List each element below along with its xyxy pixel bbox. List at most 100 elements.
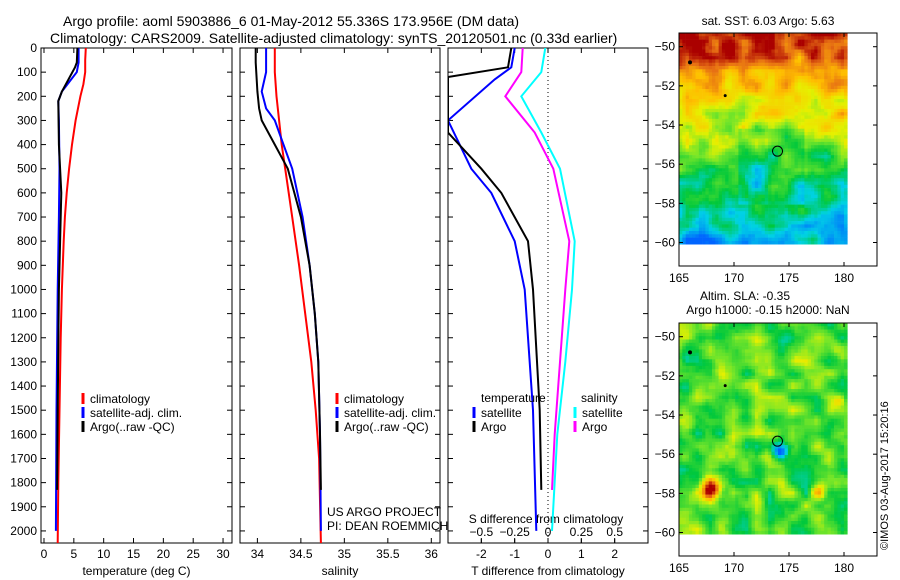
map-cell <box>679 207 683 212</box>
map-cell <box>751 128 756 133</box>
map-cell <box>712 128 716 133</box>
map-cell <box>827 227 832 232</box>
map-cell <box>705 385 709 390</box>
map-cell <box>712 198 716 202</box>
map-cell <box>712 62 716 67</box>
map-cell <box>761 402 766 406</box>
map-cell <box>721 372 726 377</box>
map-cell <box>778 389 782 393</box>
map-cell <box>827 108 832 113</box>
map-cell <box>784 62 789 67</box>
map-cell <box>754 145 759 149</box>
map-cell <box>731 375 736 380</box>
map-cell <box>705 79 709 83</box>
map-cell <box>807 174 812 179</box>
map-cell <box>784 402 789 406</box>
map-cell <box>708 198 713 202</box>
map-cell <box>824 342 828 347</box>
map-cell <box>781 224 785 228</box>
map-cell <box>844 89 848 93</box>
map-cell <box>705 336 709 340</box>
map-cell <box>844 42 848 47</box>
map-cell <box>781 408 785 413</box>
map-cell <box>794 365 799 370</box>
map-cell <box>814 171 818 176</box>
map-cell <box>748 132 752 136</box>
map-cell <box>731 165 736 169</box>
map-cell <box>698 135 703 139</box>
map-cell <box>801 155 805 159</box>
map-cell <box>837 95 841 100</box>
map-cell <box>797 92 802 96</box>
map-cell <box>761 412 766 416</box>
map-cell <box>745 214 749 219</box>
map-cell <box>741 231 746 235</box>
map-cell <box>728 171 733 176</box>
map-cell <box>774 349 779 353</box>
map-cell <box>774 237 779 242</box>
map-cell <box>811 194 815 199</box>
map-cell <box>688 194 693 199</box>
map-cell <box>840 408 845 413</box>
map-cell <box>728 323 733 327</box>
map-cell <box>761 118 766 123</box>
map-cell <box>844 194 848 199</box>
map-cell <box>791 174 795 179</box>
map-cell <box>705 148 709 153</box>
map-cell <box>695 342 700 347</box>
map-cell <box>715 128 719 133</box>
map-cell <box>702 69 706 73</box>
map-cell <box>725 138 729 143</box>
series-t-satellite <box>448 48 538 531</box>
map-cell <box>824 145 828 149</box>
map-cell <box>824 66 828 70</box>
map-cell <box>764 72 769 77</box>
map-cell <box>708 59 713 63</box>
map-cell <box>725 36 729 40</box>
map-cell <box>745 174 749 179</box>
map-cell <box>814 408 818 413</box>
map-cell <box>718 224 723 228</box>
map-cell <box>761 356 766 360</box>
map-cell <box>807 108 812 113</box>
map-cell <box>774 323 779 327</box>
map-cell <box>718 95 723 100</box>
map-cell <box>794 108 799 113</box>
map-cell <box>698 36 703 40</box>
map-cell <box>830 356 835 360</box>
map-cell <box>758 359 762 363</box>
map-cell <box>837 62 841 67</box>
map-cell <box>784 395 789 400</box>
map-cell <box>801 227 805 232</box>
map-cell <box>840 158 845 162</box>
map-cell <box>807 148 812 153</box>
map-cell <box>844 99 848 103</box>
map-cell <box>702 385 706 390</box>
map-cell <box>758 141 762 146</box>
map-cell <box>771 141 775 146</box>
map-cell <box>771 108 775 113</box>
map-cell <box>741 392 746 396</box>
map-cell <box>745 95 749 100</box>
map-cell <box>801 178 805 182</box>
map-cell <box>679 128 683 133</box>
nearby-float-marker <box>688 60 692 65</box>
map-cell <box>824 56 828 60</box>
map-cell <box>679 89 683 93</box>
map-cell <box>679 385 683 390</box>
map-cell <box>837 191 841 195</box>
map-cell <box>817 356 822 360</box>
map-cell <box>718 227 723 232</box>
map-cell <box>708 69 713 73</box>
map-cell <box>758 42 762 47</box>
map-cell <box>715 224 719 228</box>
map-cell <box>738 379 742 383</box>
map-cell <box>731 66 736 70</box>
map-cell <box>817 191 822 195</box>
map-cell <box>735 165 739 169</box>
map-cell <box>801 49 805 54</box>
map-cell <box>748 56 752 60</box>
map-cell <box>679 365 683 370</box>
map-cell <box>774 382 779 386</box>
map-cell <box>715 141 719 146</box>
